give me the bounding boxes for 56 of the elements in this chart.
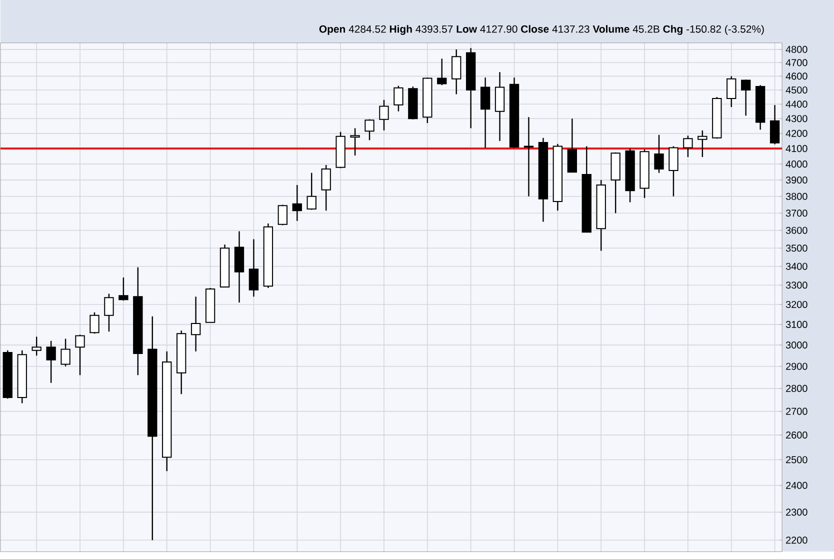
candlestick (190, 296, 201, 352)
y-tick-label: 3600 (786, 227, 808, 234)
candlestick (480, 77, 490, 149)
y-tick-label: 4600 (786, 72, 808, 80)
y-tick-label: 2600 (786, 432, 808, 439)
y-tick-label: 4000 (786, 160, 808, 168)
y-tick-label: 2700 (786, 408, 808, 416)
candlestick (698, 130, 708, 158)
candlestick (90, 312, 100, 334)
y-tick-label: 3500 (786, 244, 808, 252)
candlestick (292, 184, 302, 222)
y-tick-label: 3100 (786, 321, 808, 328)
candlestick (46, 340, 56, 384)
y-tick-label: 3400 (786, 263, 808, 270)
candlestick (567, 118, 577, 173)
y-tick-label: 4200 (786, 130, 808, 138)
y-tick-label: 2800 (786, 385, 808, 392)
candlestick (437, 58, 447, 86)
y-tick-label: 2900 (786, 363, 808, 370)
candlestick (60, 338, 70, 368)
y-tick-label: 4100 (786, 145, 808, 152)
y-tick-label: 2300 (786, 508, 808, 516)
candlestick (75, 334, 85, 376)
y-tick-label: 3200 (786, 301, 808, 308)
candlestick (278, 204, 288, 226)
candlestick (654, 134, 664, 174)
candlestick (321, 164, 331, 212)
candlestick (104, 293, 114, 332)
candlestick (668, 146, 678, 198)
y-tick-label: 3300 (786, 282, 808, 289)
candlestick (379, 99, 389, 132)
y-tick-label: 3000 (786, 342, 808, 349)
y-tick-label: 3800 (786, 193, 808, 200)
y-tick-label: 3700 (786, 210, 808, 217)
y-tick-label: 4400 (786, 100, 808, 108)
candlestick (770, 104, 780, 146)
candlestick (32, 336, 42, 356)
candlestick (306, 172, 316, 211)
candlestick (741, 79, 751, 116)
y-tick-label: 2200 (786, 536, 808, 544)
candlestick (118, 277, 128, 302)
y-tick-label: 4800 (786, 46, 808, 54)
candlestick (364, 118, 374, 142)
candlestick (726, 76, 736, 108)
y-tick-label: 4700 (786, 59, 808, 66)
candlestick (683, 135, 693, 158)
y-tick-label: 3900 (786, 176, 808, 184)
text: Open 4284.52 High 4393.57 Low 4127.90 Close 4137.23 Volume 45.2B Chg -150.82 (-3.52%) (319, 25, 764, 36)
candlestick (394, 85, 404, 112)
y-tick-label: 2500 (786, 456, 808, 464)
y-tick-label: 2400 (786, 482, 808, 490)
y-tick-label: 4500 (786, 86, 808, 94)
candlestick (350, 128, 360, 156)
candlestick (452, 49, 462, 96)
candlestick (248, 238, 259, 298)
y-tick-label: 4300 (786, 115, 808, 122)
